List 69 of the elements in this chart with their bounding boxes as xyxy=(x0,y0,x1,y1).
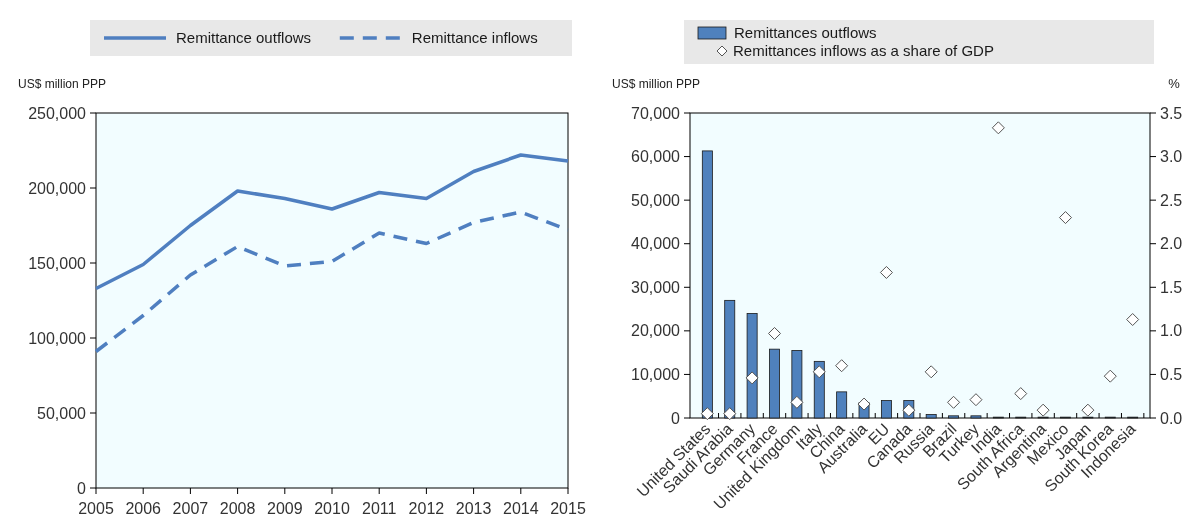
y-tick-label: 60,000 xyxy=(631,148,681,166)
x-tick-label: 2006 xyxy=(125,499,162,517)
point xyxy=(1126,313,1140,327)
point xyxy=(969,393,983,407)
point xyxy=(745,371,759,385)
bar xyxy=(880,400,892,419)
y-tick-label: 0 xyxy=(671,409,681,427)
y2-tick-label: 3.0 xyxy=(1160,148,1183,166)
y-tick-label: 20,000 xyxy=(631,322,681,340)
point xyxy=(700,407,714,421)
x-tick-label: 2010 xyxy=(314,499,350,517)
y2-tick-label: 0.0 xyxy=(1160,409,1183,427)
bar xyxy=(836,391,848,419)
point xyxy=(723,407,737,421)
x-tick-label: 2014 xyxy=(503,499,539,517)
x-tick-label: 2012 xyxy=(408,499,445,517)
y2-tick-label: 1.5 xyxy=(1160,278,1183,296)
x-tick-label: 2005 xyxy=(78,499,114,517)
legend-label: Remittances outflows xyxy=(734,24,877,42)
y-tick-label: 30,000 xyxy=(631,278,681,296)
y-tick-label: 100,000 xyxy=(28,329,87,347)
x-tick-label: 2013 xyxy=(455,499,492,517)
point xyxy=(924,365,938,379)
bar xyxy=(769,348,780,419)
y-tick-label: 40,000 xyxy=(631,235,681,253)
y-tick-label: 150,000 xyxy=(28,254,87,272)
point xyxy=(857,397,871,411)
legend-label: Remittances inflows as a share of GDP xyxy=(733,42,994,60)
x-tick-label: 2011 xyxy=(362,499,397,517)
point xyxy=(835,359,849,373)
y2-tick-label: 2.0 xyxy=(1160,235,1183,253)
point xyxy=(991,121,1005,135)
point xyxy=(768,326,781,340)
line-series xyxy=(94,153,570,291)
y2-axis-title: % xyxy=(1168,76,1181,91)
y-axis-title: US$ million PPP xyxy=(18,77,107,91)
y-tick-label: 250,000 xyxy=(28,104,87,122)
y-tick-label: 0 xyxy=(77,479,87,497)
point xyxy=(1059,211,1072,225)
point xyxy=(1081,403,1095,417)
bar xyxy=(724,299,736,419)
x-tick-label: 2008 xyxy=(219,499,256,517)
x-tick-label: 2015 xyxy=(550,499,586,517)
y2-tick-label: 0.5 xyxy=(1160,366,1183,384)
point xyxy=(1103,369,1117,383)
y-tick-label: 50,000 xyxy=(631,191,681,209)
point xyxy=(879,265,893,279)
line-series xyxy=(94,210,570,354)
bar xyxy=(948,415,960,419)
bar xyxy=(925,414,937,419)
x-tick-label: 2009 xyxy=(267,499,303,517)
bar xyxy=(701,150,713,419)
legend-label: Remittance inflows xyxy=(411,29,538,47)
bar xyxy=(970,415,982,419)
y2-tick-label: 1.0 xyxy=(1160,322,1183,340)
y2-tick-label: 2.5 xyxy=(1160,191,1183,209)
point xyxy=(1014,387,1028,401)
point xyxy=(812,365,826,379)
y-tick-label: 50,000 xyxy=(37,404,87,422)
bar xyxy=(746,313,758,419)
y2-tick-label: 3.5 xyxy=(1160,104,1183,122)
point xyxy=(947,395,961,409)
y-tick-label: 10,000 xyxy=(631,366,681,384)
y-tick-label: 200,000 xyxy=(28,179,87,197)
point xyxy=(1036,403,1050,417)
y-tick-label: 70,000 xyxy=(631,104,681,122)
y-axis-title: US$ million PPP xyxy=(612,77,701,91)
legend-label: Remittance outflows xyxy=(176,29,312,47)
x-tick-label: 2007 xyxy=(172,499,209,517)
